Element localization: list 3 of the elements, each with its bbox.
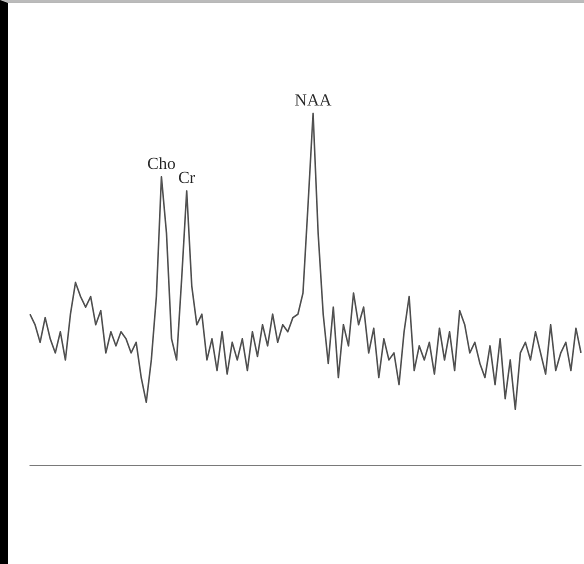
annotation: Cho: [147, 154, 176, 173]
annotation: NAA: [294, 90, 332, 110]
annotation: Cr: [178, 168, 196, 187]
